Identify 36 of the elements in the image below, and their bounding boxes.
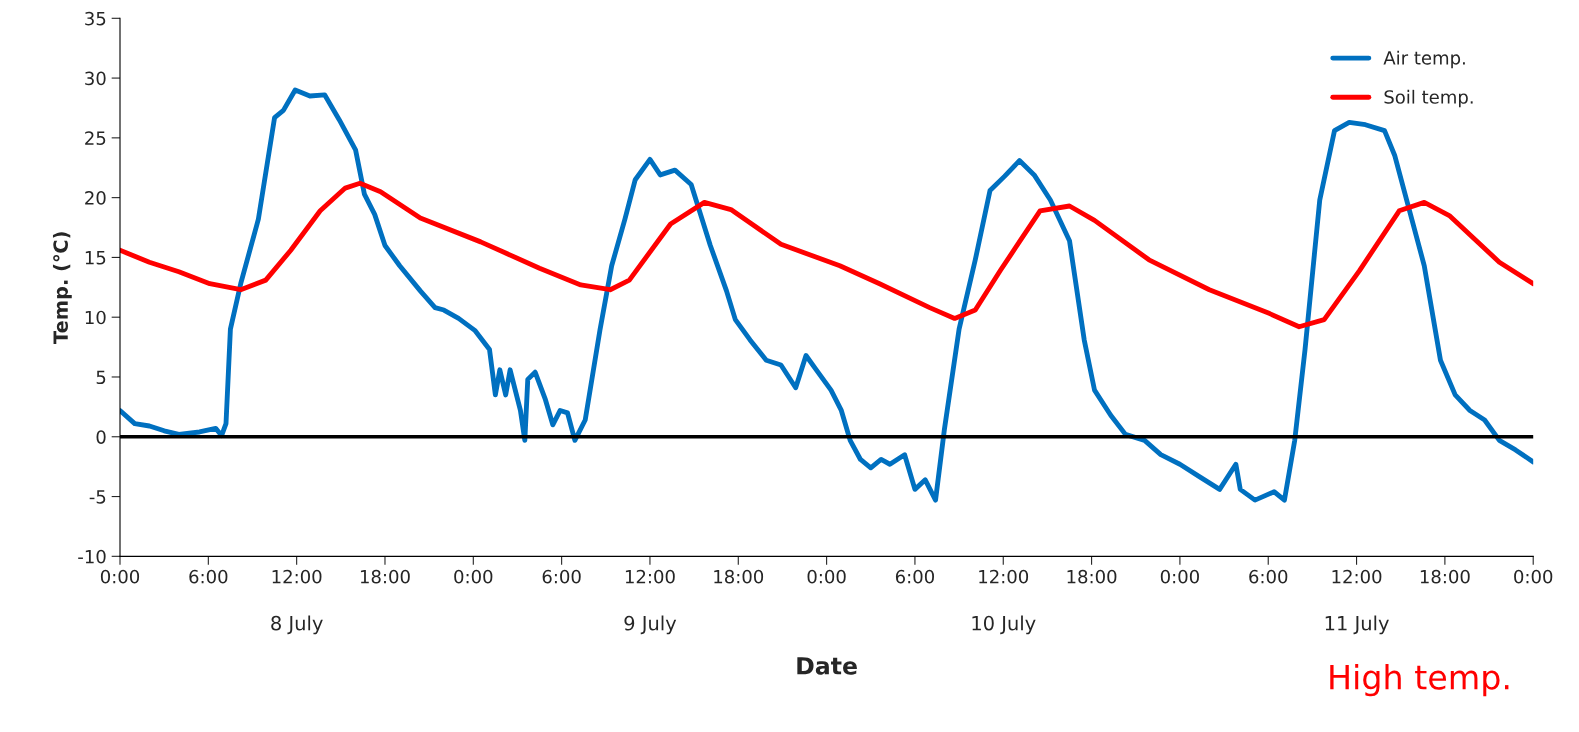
y-tick-label: 5 xyxy=(96,370,106,385)
text: High temp. xyxy=(1330,663,1509,697)
y-tick-label: 25 xyxy=(85,131,106,145)
x-tick-label: 18:00 xyxy=(360,569,410,584)
y-tick-label: 10 xyxy=(85,310,106,325)
text: 10 July xyxy=(972,615,1036,635)
x-tick-label: 6:00 xyxy=(895,569,935,584)
legend-label: Soil temp. xyxy=(1384,89,1473,108)
text: 11 July xyxy=(1325,615,1389,635)
x-tick-label: 18:00 xyxy=(714,569,764,584)
x-tick-label: 18:00 xyxy=(1420,569,1470,584)
x-tick-label: 0:00 xyxy=(100,569,140,584)
y-tick-label: -5 xyxy=(89,490,106,504)
x-tick-label: 18:00 xyxy=(1067,569,1117,584)
x-axis-title: Date xyxy=(797,657,857,675)
x-tick-label: 12:00 xyxy=(272,569,322,584)
x-tick-label: 0:00 xyxy=(807,569,846,584)
x-tick-label: 0:00 xyxy=(1160,569,1199,584)
text: 9 July xyxy=(624,615,677,635)
y-tick-label: 15 xyxy=(85,251,106,265)
y-tick-label: -10 xyxy=(78,549,106,564)
y-tick-label: 35 xyxy=(85,11,106,26)
x-tick-label: 12:00 xyxy=(1332,569,1382,584)
legend-label: Air temp. xyxy=(1383,50,1465,69)
text: 8 July xyxy=(271,615,323,635)
x-tick-label: 12:00 xyxy=(625,569,675,584)
x-tick-label: 6:00 xyxy=(1249,569,1288,584)
x-tick-label: 6:00 xyxy=(542,569,581,584)
x-tick-label: 12:00 xyxy=(979,569,1029,584)
x-tick-label: 0:00 xyxy=(1514,569,1553,584)
y-tick-label: 20 xyxy=(85,191,106,205)
x-tick-label: 0:00 xyxy=(454,569,493,584)
x-tick-label: 6:00 xyxy=(189,569,228,584)
y-tick-label: 0 xyxy=(96,430,106,444)
y-tick-label: 30 xyxy=(85,71,106,86)
y-axis-title: Temp. (℃) xyxy=(52,232,72,344)
